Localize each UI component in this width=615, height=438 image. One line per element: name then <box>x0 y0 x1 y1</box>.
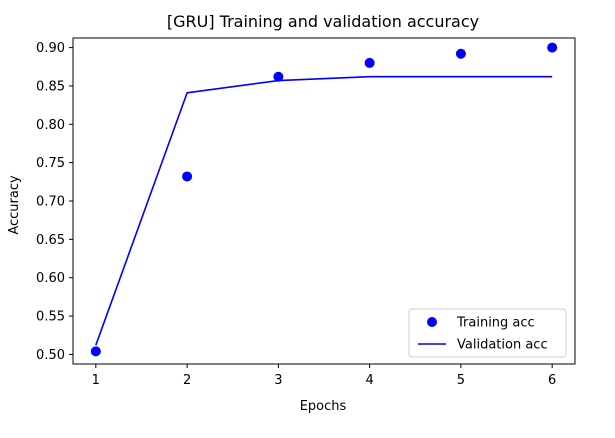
y-axis-label: Accuracy <box>7 175 22 235</box>
x-tick-label: 2 <box>183 373 191 388</box>
legend-label: Validation acc <box>457 338 548 353</box>
validation-acc-line <box>95 75 553 346</box>
training-acc-point <box>90 346 101 357</box>
x-axis-label: Epochs <box>300 399 347 414</box>
x-tick-label: 5 <box>457 373 465 388</box>
x-tick-label: 1 <box>92 373 100 388</box>
legend-point-marker <box>427 317 437 327</box>
x-tick-label: 6 <box>548 373 556 388</box>
y-tick-label: 0.90 <box>36 41 65 56</box>
y-tick-label: 0.70 <box>36 195 65 210</box>
y-tick-label: 0.85 <box>36 79 65 94</box>
legend-box <box>408 308 567 358</box>
training-acc-point <box>547 42 558 53</box>
y-tick-label: 0.60 <box>36 271 65 286</box>
training-acc-point <box>182 171 193 182</box>
chart-title: [GRU] Training and validation accuracy <box>167 12 479 31</box>
training-acc-point <box>364 57 375 68</box>
y-tick-label: 0.80 <box>36 118 65 133</box>
y-tick-label: 0.65 <box>36 233 65 248</box>
x-tick-label: 4 <box>365 373 373 388</box>
plot-area: 1 2 3 4 5 6 0.50 0.55 0.60 0.65 0.70 0.75 0.80 0.85 0.… <box>36 37 576 388</box>
y-tick-label: 0.55 <box>36 310 65 325</box>
training-acc-point <box>455 48 466 59</box>
x-tick-label: 3 <box>274 373 282 388</box>
legend: Training acc Validation acc <box>408 308 567 358</box>
y-tick-label: 0.50 <box>36 348 65 363</box>
y-tick-label: 0.75 <box>36 156 65 171</box>
legend-label: Training acc <box>456 316 535 331</box>
training-acc-point <box>273 71 284 82</box>
